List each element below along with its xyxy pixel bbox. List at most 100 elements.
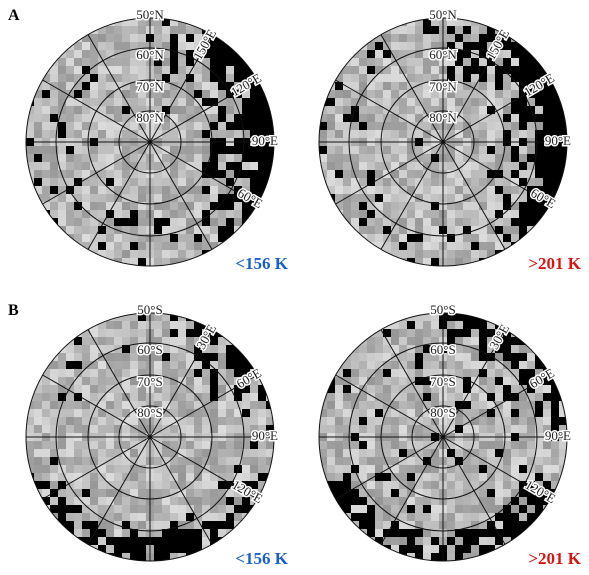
map-pixel <box>495 74 503 82</box>
map-pixel <box>407 329 415 337</box>
map-pixel <box>399 42 407 50</box>
map-pixel <box>98 146 106 154</box>
map-pixel <box>218 90 226 98</box>
map-pixel <box>50 369 58 377</box>
map-pixel <box>202 505 210 513</box>
map-pixel <box>50 90 58 98</box>
map-pixel <box>42 98 50 106</box>
map-pixel <box>447 130 455 138</box>
map-pixel <box>186 218 194 226</box>
map-pixel <box>50 98 58 106</box>
map-pixel <box>66 106 74 114</box>
map-pixel <box>375 194 383 202</box>
map-pixel <box>391 409 399 417</box>
map-pixel <box>202 481 210 489</box>
map-pixel <box>447 457 455 465</box>
map-pixel <box>202 377 210 385</box>
map-pixel <box>154 537 162 545</box>
map-pixel <box>447 242 455 250</box>
map-pixel <box>34 425 42 433</box>
map-pixel <box>162 178 170 186</box>
map-pixel <box>162 242 170 250</box>
map-pixel <box>391 337 399 345</box>
map-pixel <box>250 449 258 457</box>
map-pixel <box>122 321 130 329</box>
map-pixel <box>226 146 234 154</box>
map-pixel <box>447 361 455 369</box>
map-pixel <box>479 441 487 449</box>
map-pixel <box>511 106 519 114</box>
map-pixel <box>122 90 130 98</box>
map-pixel <box>495 505 503 513</box>
map-pixel <box>519 369 527 377</box>
map-pixel <box>42 417 50 425</box>
map-pixel <box>202 98 210 106</box>
map-pixel <box>74 417 82 425</box>
map-pixel <box>407 537 415 545</box>
map-pixel <box>170 234 178 242</box>
map-pixel <box>242 58 250 66</box>
map-pixel <box>431 481 439 489</box>
map-pixel <box>138 473 146 481</box>
map-pixel <box>463 114 471 122</box>
map-pixel <box>218 154 226 162</box>
map-pixel <box>74 162 82 170</box>
map-pixel <box>431 441 439 449</box>
map-pixel <box>26 409 34 417</box>
map-pixel <box>391 146 399 154</box>
map-pixel <box>234 513 242 521</box>
map-pixel <box>415 26 423 34</box>
map-pixel <box>415 242 423 250</box>
map-pixel <box>383 98 391 106</box>
map-pixel <box>234 154 242 162</box>
map-pixel <box>503 417 511 425</box>
map-pixel <box>399 545 407 553</box>
map-pixel <box>122 529 130 537</box>
map-pixel <box>423 321 431 329</box>
map-pixel <box>250 98 258 106</box>
map-pixel <box>359 210 367 218</box>
map-pixel <box>367 66 375 74</box>
map-pixel <box>58 369 66 377</box>
map-pixel <box>407 106 415 114</box>
latitude-label: 80°N <box>136 110 164 125</box>
map-pixel <box>551 401 559 409</box>
map-pixel <box>367 162 375 170</box>
map-pixel <box>234 218 242 226</box>
map-pixel <box>535 106 543 114</box>
map-pixel <box>319 409 327 417</box>
map-pixel <box>383 481 391 489</box>
map-pixel <box>218 130 226 138</box>
map-pixel <box>487 313 495 321</box>
map-pixel <box>210 489 218 497</box>
map-pixel <box>258 449 266 457</box>
map-pixel <box>66 114 74 122</box>
map-pixel <box>375 545 383 553</box>
map-pixel <box>463 18 471 26</box>
map-pixel <box>391 66 399 74</box>
map-pixel <box>447 441 455 449</box>
map-pixel <box>90 178 98 186</box>
map-pixel <box>90 377 98 385</box>
map-pixel <box>106 513 114 521</box>
map-pixel <box>106 34 114 42</box>
map-pixel <box>511 425 519 433</box>
map-pixel <box>194 114 202 122</box>
map-pixel <box>375 449 383 457</box>
map-pixel <box>226 353 234 361</box>
map-pixel <box>479 465 487 473</box>
map-pixel <box>503 82 511 90</box>
map-pixel <box>455 521 463 529</box>
map-pixel <box>218 385 226 393</box>
map-pixel <box>170 361 178 369</box>
map-pixel <box>343 74 351 82</box>
map-pixel <box>487 122 495 130</box>
map-pixel <box>447 553 455 561</box>
map-pixel <box>543 178 551 186</box>
map-pixel <box>90 473 98 481</box>
map-pixel <box>42 90 50 98</box>
map-pixel <box>194 313 202 321</box>
map-pixel <box>463 234 471 242</box>
map-pixel <box>50 162 58 170</box>
map-pixel <box>218 457 226 465</box>
